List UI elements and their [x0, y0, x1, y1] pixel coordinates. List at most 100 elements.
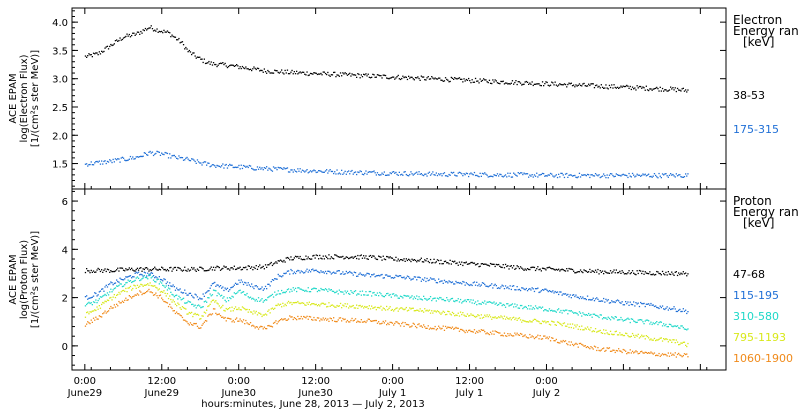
- y-tick-label-electron: 4.0: [52, 18, 68, 29]
- data-point: [155, 276, 157, 278]
- data-point: [402, 75, 404, 77]
- data-point: [330, 170, 332, 173]
- data-point: [546, 289, 548, 291]
- data-point: [124, 290, 126, 292]
- data-point: [110, 305, 112, 308]
- data-point: [461, 173, 463, 175]
- data-point: [222, 304, 224, 307]
- data-point: [465, 78, 467, 81]
- data-point: [363, 307, 365, 309]
- data-point: [364, 172, 366, 174]
- data-point: [348, 257, 350, 260]
- data-point: [259, 312, 261, 314]
- data-point: [448, 280, 450, 282]
- data-point: [291, 290, 293, 292]
- data-point: [313, 169, 315, 171]
- data-point: [200, 307, 202, 309]
- data-point: [552, 310, 554, 312]
- data-point: [635, 321, 637, 324]
- data-point: [388, 323, 390, 326]
- data-point: [435, 281, 437, 284]
- data-point: [105, 284, 107, 286]
- data-point: [441, 263, 443, 265]
- data-point: [575, 342, 577, 344]
- data-point: [481, 263, 484, 265]
- data-point: [122, 269, 125, 271]
- data-point: [134, 34, 136, 36]
- data-point: [525, 336, 527, 338]
- data-point: [241, 306, 244, 308]
- data-point: [390, 309, 392, 311]
- data-point: [290, 301, 292, 304]
- data-point: [419, 173, 421, 175]
- data-point: [607, 272, 609, 274]
- data-point: [591, 347, 593, 349]
- data-point: [456, 282, 458, 284]
- data-point: [368, 305, 370, 307]
- data-point: [524, 81, 526, 83]
- data-point: [162, 284, 164, 286]
- data-point: [202, 306, 204, 308]
- data-point: [308, 301, 310, 303]
- data-point: [432, 298, 434, 300]
- data-point: [630, 272, 632, 274]
- data-point: [293, 257, 295, 259]
- data-point: [582, 312, 584, 314]
- data-point: [599, 270, 601, 272]
- data-point: [429, 296, 432, 298]
- data-point: [638, 305, 641, 308]
- data-point: [109, 45, 111, 48]
- data-point: [334, 272, 336, 274]
- data-point: [257, 297, 260, 299]
- data-point: [668, 174, 671, 176]
- data-point: [491, 263, 493, 265]
- data-point: [685, 89, 687, 91]
- data-point: [169, 267, 171, 269]
- data-point: [143, 29, 145, 32]
- data-point: [578, 311, 581, 313]
- data-point: [281, 69, 283, 71]
- data-point: [187, 158, 189, 160]
- data-point: [133, 32, 135, 34]
- data-point: [402, 308, 404, 310]
- data-point: [390, 77, 392, 79]
- data-point: [181, 41, 184, 43]
- data-point: [592, 348, 594, 350]
- data-point: [516, 175, 518, 177]
- data-point: [463, 300, 465, 302]
- data-point: [247, 68, 249, 70]
- data-point: [308, 315, 310, 318]
- data-point: [425, 173, 427, 175]
- data-point: [658, 90, 660, 92]
- data-point: [154, 277, 156, 279]
- data-point: [290, 268, 292, 271]
- data-point: [441, 79, 443, 81]
- data-point: [353, 256, 355, 258]
- data-point: [330, 256, 332, 258]
- data-point: [614, 351, 616, 354]
- data-point: [540, 270, 542, 272]
- data-point: [401, 307, 403, 309]
- data-point: [461, 302, 463, 304]
- data-point: [562, 339, 564, 342]
- data-point: [576, 324, 578, 326]
- data-point: [434, 262, 436, 264]
- data-point: [650, 175, 652, 178]
- data-point: [393, 310, 395, 312]
- data-point: [629, 85, 631, 88]
- data-point: [438, 325, 440, 327]
- data-point: [556, 176, 559, 179]
- data-point: [476, 263, 478, 266]
- data-point: [596, 297, 598, 299]
- data-point: [455, 77, 457, 80]
- data-point: [360, 306, 362, 308]
- data-point: [649, 352, 651, 354]
- data-point: [413, 79, 415, 81]
- data-point: [369, 290, 372, 293]
- data-point: [583, 269, 585, 271]
- data-point: [261, 266, 263, 268]
- data-point: [416, 261, 418, 263]
- data-point: [390, 277, 392, 279]
- data-point: [173, 310, 175, 312]
- data-point: [599, 329, 601, 332]
